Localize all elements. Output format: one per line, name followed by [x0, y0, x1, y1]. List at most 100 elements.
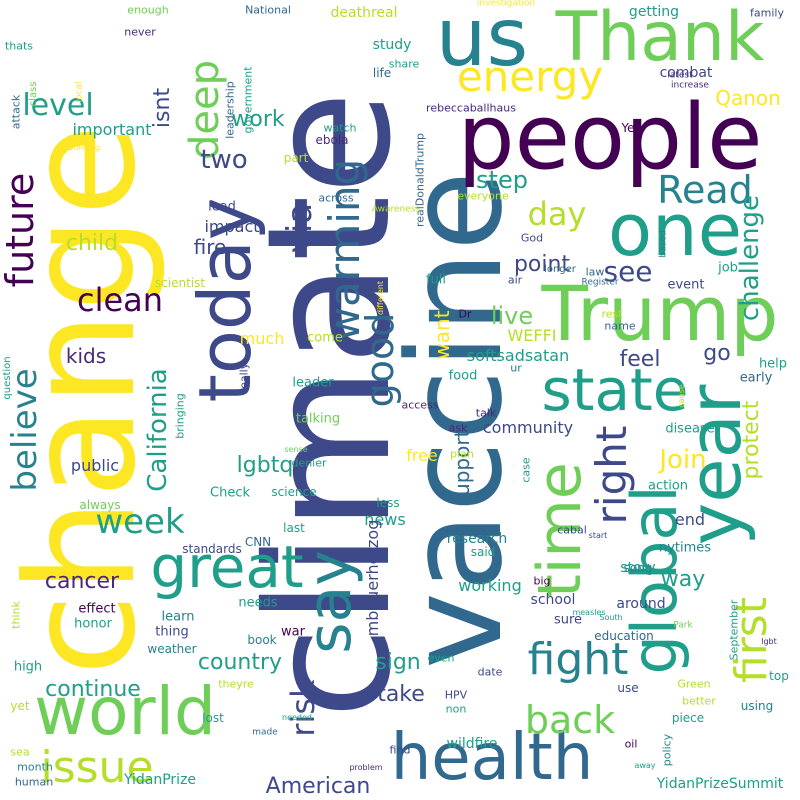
cloud-word: talk	[475, 406, 497, 420]
cloud-word: us	[435, 0, 529, 84]
cloud-word: support	[450, 429, 474, 507]
cloud-word: feel	[619, 347, 661, 372]
cloud-word: end	[674, 510, 706, 529]
cloud-word: public	[70, 456, 120, 475]
cloud-word: American	[265, 774, 371, 799]
cloud-word: said	[470, 545, 496, 559]
cloud-word: problem	[349, 763, 383, 772]
cloud-word: future	[0, 172, 42, 288]
cloud-word: community	[482, 418, 574, 437]
cloud-word: take	[377, 682, 425, 707]
cloud-word: Awareness	[371, 204, 421, 215]
cloud-word: based	[658, 230, 669, 258]
cloud-word: CNN	[244, 535, 272, 549]
cloud-word: go	[703, 341, 731, 366]
cloud-word: step	[476, 166, 528, 194]
cloud-word: school	[530, 592, 576, 608]
cloud-word: softsadsatan	[466, 346, 570, 365]
cloud-word: different	[376, 281, 385, 315]
cloud-word: think	[9, 601, 23, 629]
cloud-word: less	[376, 496, 400, 510]
cloud-word: God	[520, 231, 544, 245]
cloud-word: never	[124, 25, 156, 39]
cloud-word: attack	[9, 94, 23, 130]
cloud-word: research	[446, 531, 508, 547]
cloud-word: getting	[628, 4, 680, 20]
cloud-word: standards	[182, 542, 242, 556]
cloud-word: two	[200, 145, 248, 175]
cloud-word: study	[372, 37, 412, 53]
cloud-word: denier	[291, 456, 327, 470]
cloud-word: day	[527, 195, 587, 233]
cloud-word: sign	[375, 650, 421, 675]
cloud-word: talking	[295, 411, 341, 427]
cloud-word: part	[283, 151, 309, 165]
cloud-word: level	[22, 88, 94, 123]
cloud-word: WEFFI	[507, 326, 557, 345]
cloud-word: lgbtq	[236, 453, 294, 478]
cloud-word: Dr	[458, 307, 472, 321]
cloud-word: human	[14, 775, 54, 789]
cloud-word: one	[608, 188, 742, 272]
cloud-word: National	[245, 3, 291, 17]
cloud-word: California	[143, 368, 173, 492]
cloud-word: lgbt	[761, 637, 777, 646]
cloud-word: Qanon	[715, 86, 781, 110]
cloud-word: effect	[78, 601, 116, 617]
cloud-word: Park	[673, 620, 693, 631]
cloud-word: question	[2, 356, 13, 400]
cloud-word: child	[65, 231, 119, 256]
cloud-word: government	[241, 66, 255, 134]
cloud-word: war	[281, 624, 305, 640]
cloud-word: use	[617, 681, 639, 695]
cloud-word: big	[533, 574, 551, 588]
cloud-word: family	[750, 6, 784, 20]
cloud-word: share	[388, 57, 420, 71]
cloud-word: see	[603, 255, 653, 288]
cloud-word: much	[239, 329, 285, 348]
cloud-word: Read	[657, 168, 753, 212]
cloud-word: South	[599, 613, 623, 622]
cloud-word: clean	[76, 281, 164, 319]
cloud-word: wildfire	[446, 736, 498, 752]
cloud-word: Register	[581, 277, 619, 288]
cloud-word: longer	[544, 264, 576, 275]
cloud-word: using	[740, 699, 774, 713]
cloud-word: food	[448, 368, 478, 384]
cloud-word: science	[271, 485, 317, 499]
cloud-word: sea	[10, 745, 30, 759]
cloud-word: find	[389, 743, 411, 757]
cloud-word: energy	[456, 52, 604, 101]
cloud-word: really	[237, 362, 251, 394]
cloud-word: Thank	[555, 0, 765, 77]
cloud-word: theyre	[218, 677, 254, 691]
cloud-word: nytimes	[658, 540, 712, 556]
cloud-word: right	[587, 425, 636, 525]
cloud-word: Check	[210, 485, 250, 501]
cloud-word: live	[490, 302, 534, 330]
cloud-word: warming	[320, 158, 369, 342]
cloud-word: continue	[45, 677, 141, 702]
cloud-word: leader	[292, 375, 334, 391]
cloud-word: ask	[448, 421, 468, 435]
cloud-word: isnt	[150, 87, 175, 129]
cloud-word: country	[197, 650, 283, 675]
cloud-word: lost	[202, 711, 224, 725]
cloud-word: last	[283, 521, 305, 535]
cloud-word: combat	[659, 65, 713, 81]
cloud-word: Ye	[621, 121, 635, 135]
cloud-word: start	[588, 531, 608, 540]
cloud-word: policy	[660, 733, 674, 767]
cloud-word: mbauerherzog	[363, 519, 382, 637]
cloud-word: even	[427, 651, 455, 665]
cloud-word: story	[620, 560, 656, 576]
cloud-word: help	[758, 356, 788, 372]
cloud-word: ebola	[315, 133, 349, 147]
cloud-word: learn	[161, 609, 195, 625]
cloud-word: leadership	[223, 81, 237, 139]
cloud-word: risk	[284, 679, 322, 737]
cloud-word: law	[585, 265, 605, 279]
cloud-word: health	[390, 721, 594, 795]
cloud-word: date	[477, 665, 503, 679]
